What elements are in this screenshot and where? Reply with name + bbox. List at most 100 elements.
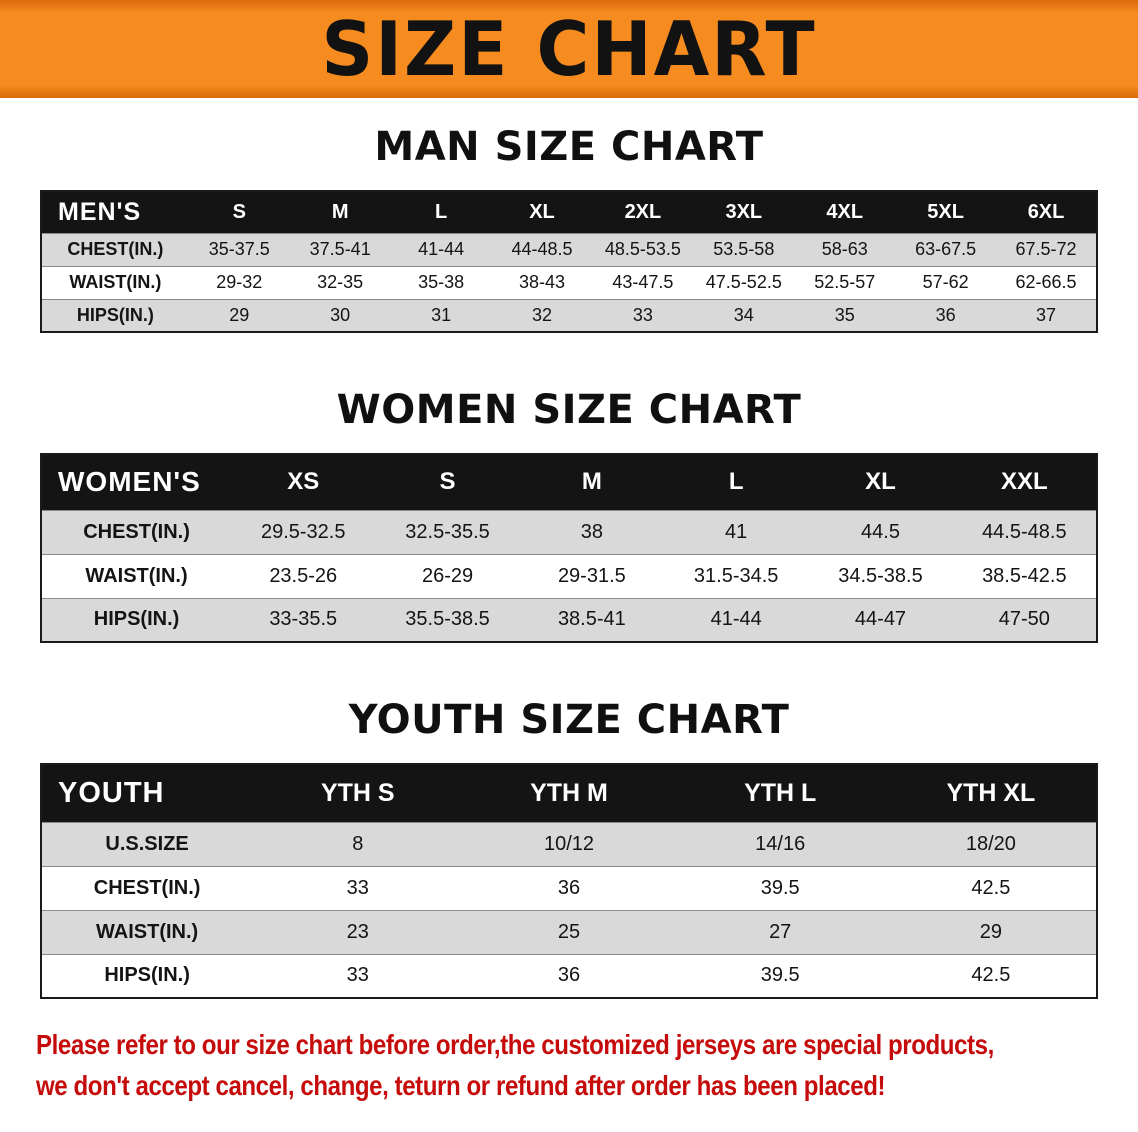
table-row: WAIST(IN.) 29-32 32-35 35-38 38-43 43-47.5 47.… (41, 265, 1097, 299)
size-value-cell: 32 (491, 298, 593, 332)
size-header-cell: 2XL (592, 191, 694, 233)
size-value-cell: 53.5-58 (693, 232, 795, 266)
size-value-cell: 41 (664, 509, 809, 554)
size-value-cell: 35-38 (390, 265, 492, 299)
size-value-cell: 32-35 (289, 265, 391, 299)
size-value-cell: 29 (188, 298, 290, 332)
size-value-cell: 44-47 (808, 597, 953, 642)
table-title-cell: YOUTH (41, 764, 253, 822)
table-row: CHEST(IN.) 29.5-32.5 32.5-35.5 38 41 44.5 44.5… (41, 509, 1097, 554)
size-header-cell: YTH M (463, 764, 675, 822)
size-value-cell: 35.5-38.5 (375, 597, 520, 642)
size-value-cell: 58-63 (794, 232, 896, 266)
size-value-cell: 38 (519, 509, 665, 554)
table-row: CHEST(IN.) 35-37.5 37.5-41 41-44 44-48.5 48.5… (41, 232, 1097, 266)
size-chart-page: SIZE CHART MAN SIZE CHART MEN'S S M L XL 2XL 3… (0, 0, 1138, 1102)
size-value-cell: 57-62 (895, 265, 997, 299)
disclaimer-line-2: we don't accept cancel, change, teturn o… (36, 1070, 886, 1101)
size-header-cell: YTH XL (885, 764, 1097, 822)
size-value-cell: 30 (289, 298, 391, 332)
size-value-cell: 36 (463, 865, 675, 910)
size-value-cell: 29-31.5 (519, 553, 665, 598)
size-value-cell: 27 (674, 909, 886, 954)
size-value-cell: 14/16 (674, 821, 886, 866)
size-value-cell: 35-37.5 (188, 232, 290, 266)
page-title: SIZE CHART (321, 5, 817, 93)
table-row: HIPS(IN.) 33 36 39.5 42.5 (41, 953, 1097, 998)
size-value-cell: 29-32 (188, 265, 290, 299)
size-header-cell: 4XL (794, 191, 896, 233)
size-value-cell: 44.5 (808, 509, 953, 554)
size-value-cell: 52.5-57 (794, 265, 896, 299)
size-header-cell: S (188, 191, 290, 233)
size-value-cell: 41-44 (390, 232, 492, 266)
disclaimer-line-1: Please refer to our size chart before or… (36, 1029, 994, 1060)
size-value-cell: 42.5 (885, 953, 1097, 998)
size-header-cell: XL (491, 191, 593, 233)
size-header-cell: YTH L (674, 764, 886, 822)
size-value-cell: 34.5-38.5 (808, 553, 953, 598)
men-size-chart-section: MAN SIZE CHART MEN'S S M L XL 2XL 3XL 4XL 5XL 6XL… (0, 124, 1138, 333)
size-header-cell: XL (808, 454, 953, 510)
women-size-table: WOMEN'S XS S M L XL XXL CHEST(IN.) 29.5-32.5 32.5… (40, 453, 1098, 643)
size-value-cell: 38.5-42.5 (952, 553, 1097, 598)
row-label-cell: CHEST(IN.) (41, 509, 232, 554)
size-value-cell: 44-48.5 (491, 232, 593, 266)
table-title-cell: MEN'S (41, 191, 189, 233)
size-value-cell: 32.5-35.5 (375, 509, 520, 554)
size-value-cell: 42.5 (885, 865, 1097, 910)
row-label-cell: U.S.SIZE (41, 821, 253, 866)
size-header-cell: M (289, 191, 391, 233)
size-value-cell: 25 (463, 909, 675, 954)
size-header-cell: XS (231, 454, 376, 510)
size-value-cell: 39.5 (674, 865, 886, 910)
size-value-cell: 44.5-48.5 (952, 509, 1097, 554)
size-value-cell: 33 (592, 298, 694, 332)
table-row: U.S.SIZE 8 10/12 14/16 18/20 (41, 821, 1097, 866)
banner: SIZE CHART (0, 0, 1138, 98)
size-header-cell: L (390, 191, 492, 233)
size-value-cell: 67.5-72 (996, 232, 1097, 266)
size-value-cell: 33 (252, 953, 464, 998)
size-value-cell: 23.5-26 (231, 553, 376, 598)
size-value-cell: 23 (252, 909, 464, 954)
size-value-cell: 29.5-32.5 (231, 509, 376, 554)
men-section-heading: MAN SIZE CHART (374, 124, 764, 170)
size-header-cell: S (375, 454, 520, 510)
table-row: WAIST(IN.) 23 25 27 29 (41, 909, 1097, 954)
size-value-cell: 36 (463, 953, 675, 998)
size-value-cell: 47-50 (952, 597, 1097, 642)
size-value-cell: 33 (252, 865, 464, 910)
size-value-cell: 41-44 (664, 597, 809, 642)
size-header-cell: 5XL (895, 191, 997, 233)
size-value-cell: 36 (895, 298, 997, 332)
size-value-cell: 33-35.5 (231, 597, 376, 642)
size-header-cell: 3XL (693, 191, 795, 233)
youth-size-table: YOUTH YTH S YTH M YTH L YTH XL U.S.SIZE 8 10/12… (40, 763, 1098, 999)
table-header-row: WOMEN'S XS S M L XL XXL (41, 454, 1097, 510)
youth-section-heading: YOUTH SIZE CHART (348, 697, 790, 743)
size-header-cell: XXL (952, 454, 1097, 510)
row-label-cell: HIPS(IN.) (41, 597, 232, 642)
table-row: HIPS(IN.) 29 30 31 32 33 34 35 36 37 (41, 298, 1097, 332)
size-value-cell: 8 (252, 821, 464, 866)
size-value-cell: 26-29 (375, 553, 520, 598)
size-value-cell: 31.5-34.5 (664, 553, 809, 598)
size-value-cell: 29 (885, 909, 1097, 954)
table-title-cell: WOMEN'S (41, 454, 232, 510)
size-header-cell: YTH S (252, 764, 464, 822)
row-label-cell: CHEST(IN.) (41, 865, 253, 910)
size-header-cell: L (664, 454, 809, 510)
size-value-cell: 18/20 (885, 821, 1097, 866)
size-value-cell: 63-67.5 (895, 232, 997, 266)
size-value-cell: 38.5-41 (519, 597, 665, 642)
size-value-cell: 37.5-41 (289, 232, 391, 266)
row-label-cell: WAIST(IN.) (41, 909, 253, 954)
size-value-cell: 10/12 (463, 821, 675, 866)
youth-size-chart-section: YOUTH SIZE CHART YOUTH YTH S YTH M YTH L YTH… (0, 697, 1138, 999)
table-row: CHEST(IN.) 33 36 39.5 42.5 (41, 865, 1097, 910)
size-value-cell: 39.5 (674, 953, 886, 998)
size-value-cell: 62-66.5 (996, 265, 1097, 299)
disclaimer: Please refer to our size chart before or… (36, 1029, 1138, 1102)
table-header-row: YOUTH YTH S YTH M YTH L YTH XL (41, 764, 1097, 822)
